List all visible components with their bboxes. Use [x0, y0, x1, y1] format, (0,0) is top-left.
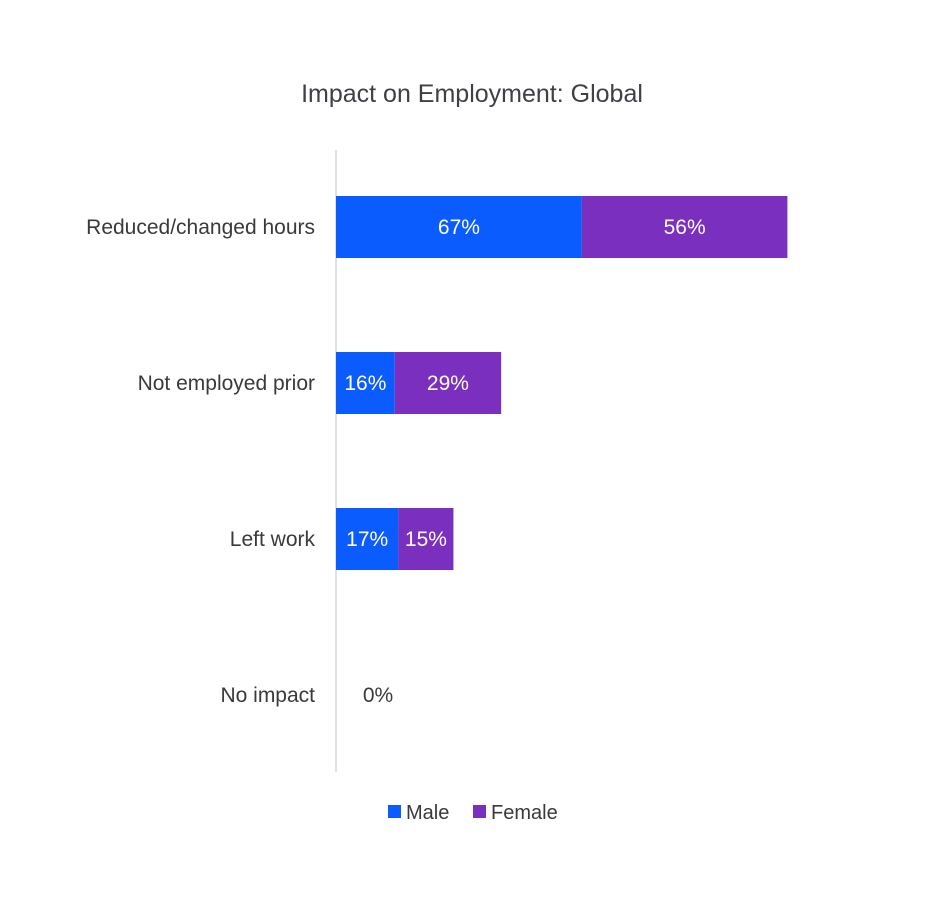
bar-female-left-work — [398, 508, 454, 570]
data-label-female-reduced-changed-hours: 56% — [664, 216, 706, 239]
legend: Male Female — [388, 802, 558, 824]
category-label-no-impact: No impact — [220, 684, 315, 707]
bar-male-not-employed-prior — [336, 352, 395, 414]
legend-label-male: Male — [406, 802, 449, 824]
category-label-reduced-changed-hours: Reduced/changed hours — [86, 216, 315, 239]
legend-swatch-female — [473, 805, 486, 818]
category-label-not-employed-prior: Not employed prior — [138, 372, 315, 395]
bar-male-reduced-changed-hours — [336, 196, 582, 258]
bar-female-not-employed-prior — [394, 352, 502, 414]
data-label-male-left-work: 17% — [346, 528, 388, 551]
bars — [336, 196, 788, 570]
data-label-male-no-impact: 0% — [363, 684, 393, 707]
data-label-male-reduced-changed-hours: 67% — [438, 216, 480, 239]
data-label-male-not-employed-prior: 16% — [344, 372, 386, 395]
category-label-left-work: Left work — [230, 528, 316, 551]
bar-female-reduced-changed-hours — [581, 196, 788, 258]
chart-title: Impact on Employment: Global — [301, 80, 643, 108]
legend-swatch-male — [388, 805, 401, 818]
data-label-female-not-employed-prior: 29% — [427, 372, 469, 395]
category-labels: Reduced/changed hours Not employed prior L… — [86, 216, 315, 707]
data-labels: 67% 56% 16% 29% 17% 15% 0% — [344, 216, 705, 707]
data-label-female-left-work: 15% — [405, 528, 447, 551]
legend-label-female: Female — [491, 802, 558, 824]
bar-male-left-work — [336, 508, 399, 570]
